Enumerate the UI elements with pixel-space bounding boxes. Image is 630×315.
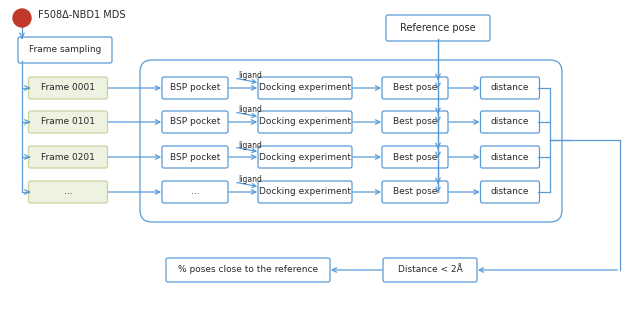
- FancyBboxPatch shape: [383, 258, 477, 282]
- Text: Docking experiment: Docking experiment: [259, 152, 351, 162]
- Text: Frame 0101: Frame 0101: [41, 117, 95, 127]
- Text: ...: ...: [191, 187, 199, 197]
- FancyBboxPatch shape: [382, 111, 448, 133]
- Text: Best pose: Best pose: [393, 83, 437, 93]
- Text: Frame sampling: Frame sampling: [29, 45, 101, 54]
- FancyBboxPatch shape: [382, 181, 448, 203]
- Text: Best pose: Best pose: [393, 152, 437, 162]
- FancyBboxPatch shape: [166, 258, 330, 282]
- Text: F508Δ-NBD1 MDS: F508Δ-NBD1 MDS: [38, 10, 125, 20]
- Text: Docking experiment: Docking experiment: [259, 187, 351, 197]
- Text: Best pose: Best pose: [393, 187, 437, 197]
- FancyBboxPatch shape: [481, 77, 539, 99]
- Text: % poses close to the reference: % poses close to the reference: [178, 266, 318, 274]
- Text: BSP pocket: BSP pocket: [170, 152, 220, 162]
- FancyBboxPatch shape: [481, 181, 539, 203]
- Text: ligand: ligand: [238, 72, 262, 81]
- Text: Docking experiment: Docking experiment: [259, 117, 351, 127]
- FancyBboxPatch shape: [382, 77, 448, 99]
- FancyBboxPatch shape: [140, 60, 562, 222]
- FancyBboxPatch shape: [28, 77, 108, 99]
- FancyBboxPatch shape: [258, 111, 352, 133]
- Text: Frame 0001: Frame 0001: [41, 83, 95, 93]
- Text: BSP pocket: BSP pocket: [170, 117, 220, 127]
- FancyBboxPatch shape: [162, 111, 228, 133]
- FancyBboxPatch shape: [18, 37, 112, 63]
- FancyBboxPatch shape: [258, 181, 352, 203]
- Text: distance: distance: [491, 152, 529, 162]
- Text: BSP pocket: BSP pocket: [170, 83, 220, 93]
- FancyBboxPatch shape: [386, 15, 490, 41]
- FancyBboxPatch shape: [28, 181, 108, 203]
- Text: ligand: ligand: [238, 106, 262, 114]
- FancyBboxPatch shape: [481, 111, 539, 133]
- Text: ...: ...: [64, 187, 72, 197]
- Text: Docking experiment: Docking experiment: [259, 83, 351, 93]
- FancyBboxPatch shape: [162, 77, 228, 99]
- FancyBboxPatch shape: [258, 77, 352, 99]
- Text: distance: distance: [491, 83, 529, 93]
- FancyBboxPatch shape: [382, 146, 448, 168]
- Text: distance: distance: [491, 187, 529, 197]
- Text: distance: distance: [491, 117, 529, 127]
- Text: Best pose: Best pose: [393, 117, 437, 127]
- FancyBboxPatch shape: [162, 146, 228, 168]
- FancyBboxPatch shape: [258, 146, 352, 168]
- FancyBboxPatch shape: [481, 146, 539, 168]
- FancyBboxPatch shape: [162, 181, 228, 203]
- Text: Distance < 2Å: Distance < 2Å: [398, 266, 462, 274]
- FancyBboxPatch shape: [28, 146, 108, 168]
- Text: Frame 0201: Frame 0201: [41, 152, 95, 162]
- Text: ligand: ligand: [238, 175, 262, 185]
- Text: Reference pose: Reference pose: [400, 23, 476, 33]
- Circle shape: [13, 9, 31, 27]
- FancyBboxPatch shape: [28, 111, 108, 133]
- Text: ligand: ligand: [238, 140, 262, 150]
